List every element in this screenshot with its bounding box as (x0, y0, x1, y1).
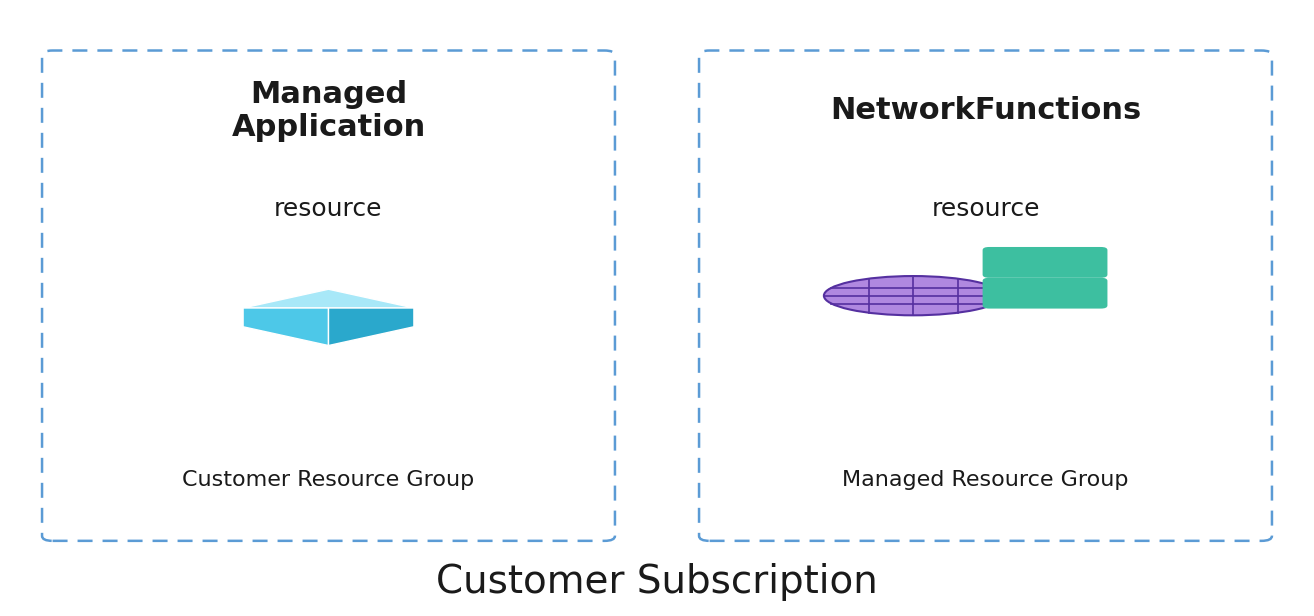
FancyBboxPatch shape (983, 278, 1108, 309)
Text: resource: resource (275, 198, 382, 221)
Text: NetworkFunctions: NetworkFunctions (830, 96, 1141, 126)
Text: Customer Resource Group: Customer Resource Group (183, 471, 474, 490)
Text: Managed
Application: Managed Application (231, 79, 426, 142)
Text: Customer Subscription: Customer Subscription (436, 563, 878, 601)
FancyBboxPatch shape (699, 51, 1272, 541)
Polygon shape (243, 308, 328, 346)
FancyBboxPatch shape (983, 247, 1108, 278)
Text: Managed Resource Group: Managed Resource Group (842, 471, 1129, 490)
FancyBboxPatch shape (42, 51, 615, 541)
Text: resource: resource (932, 198, 1039, 221)
Ellipse shape (824, 276, 1003, 315)
Polygon shape (328, 308, 414, 346)
Polygon shape (243, 290, 414, 308)
